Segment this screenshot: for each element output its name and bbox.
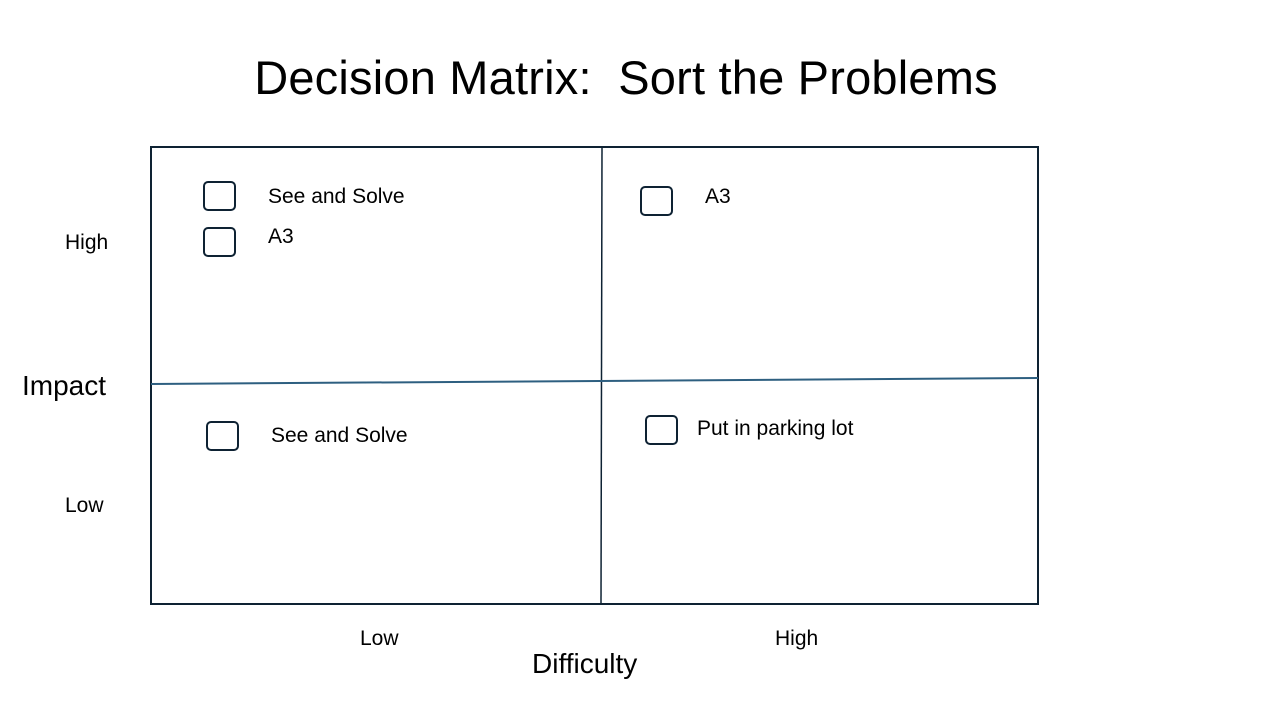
checkbox[interactable] [203, 181, 236, 211]
x-axis-high-label: High [775, 627, 819, 650]
y-axis-title: Impact [22, 370, 107, 401]
x-axis-low-label: Low [360, 627, 399, 650]
item-label: See and Solve [268, 185, 405, 208]
checkbox[interactable] [645, 415, 678, 445]
y-axis-high-label: High [65, 231, 109, 254]
matrix-frame [150, 146, 1039, 605]
page-title: Decision Matrix: Sort the Problems [254, 51, 998, 104]
x-axis-title: Difficulty [532, 648, 638, 679]
item-label: See and Solve [271, 424, 408, 447]
vertical-divider [600, 146, 603, 605]
item-label: A3 [268, 225, 294, 248]
y-axis-low-label: Low [65, 494, 104, 517]
checkbox[interactable] [640, 186, 673, 216]
horizontal-divider [150, 377, 1039, 385]
item-label: Put in parking lot [697, 417, 854, 440]
checkbox[interactable] [203, 227, 236, 257]
item-label: A3 [705, 185, 731, 208]
checkbox[interactable] [206, 421, 239, 451]
